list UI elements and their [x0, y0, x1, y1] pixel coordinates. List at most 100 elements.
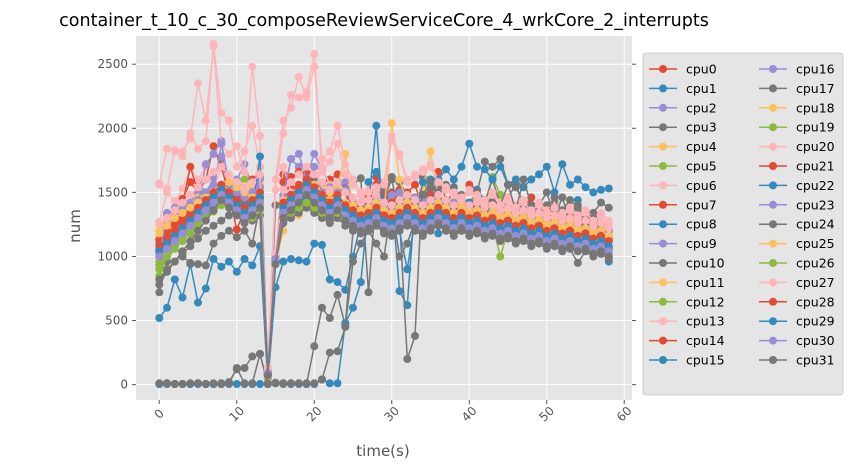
data-point	[201, 216, 210, 225]
data-point	[411, 224, 419, 233]
y-tick-label: 2500	[97, 57, 128, 71]
data-point	[170, 206, 179, 215]
data-point	[387, 229, 396, 238]
data-point	[465, 229, 474, 238]
data-point	[542, 214, 551, 222]
legend-swatch-marker	[769, 317, 777, 326]
legend-item-cpu31: cpu31	[759, 353, 835, 368]
data-point	[333, 278, 342, 287]
data-point	[178, 293, 187, 302]
data-point	[418, 201, 427, 210]
legend-item-cpu21: cpu21	[759, 159, 835, 174]
legend-label: cpu17	[796, 81, 835, 96]
legend-swatch-marker	[769, 181, 777, 190]
legend-swatch-marker	[769, 239, 777, 248]
data-point	[155, 229, 164, 238]
data-point	[194, 260, 202, 269]
y-tick-label: 1000	[97, 249, 128, 263]
data-point	[527, 175, 536, 184]
data-point	[209, 255, 218, 263]
data-point	[186, 162, 195, 171]
data-point	[387, 137, 396, 146]
data-point	[581, 208, 590, 217]
data-point	[333, 121, 342, 130]
data-point	[163, 221, 171, 230]
data-point	[225, 257, 233, 266]
legend-swatch-marker	[769, 336, 777, 345]
data-point	[209, 379, 218, 388]
data-point	[232, 225, 241, 234]
data-point	[178, 147, 187, 156]
data-point	[325, 275, 334, 284]
legend-item-cpu0: cpu0	[649, 62, 717, 77]
data-point	[442, 185, 450, 194]
data-point	[186, 229, 195, 238]
data-point	[178, 229, 187, 238]
data-point	[294, 170, 303, 179]
x-tick-label: 40	[459, 404, 480, 425]
data-point	[372, 239, 381, 248]
data-point	[318, 178, 326, 187]
data-point	[496, 206, 505, 215]
legend-label: cpu10	[686, 256, 725, 271]
data-point	[380, 252, 388, 261]
data-point	[170, 197, 179, 206]
data-point	[426, 162, 435, 171]
data-point	[473, 226, 481, 235]
data-point	[403, 355, 412, 363]
data-point	[194, 298, 202, 307]
data-point	[395, 252, 404, 261]
data-point	[302, 379, 311, 388]
data-point	[426, 178, 435, 187]
data-point	[511, 237, 520, 246]
legend-swatch-marker	[769, 200, 777, 209]
legend-swatch-marker	[769, 259, 777, 267]
series-layer	[155, 39, 613, 388]
data-point	[395, 196, 404, 205]
legend-item-cpu16: cpu16	[759, 62, 835, 77]
data-point	[418, 167, 427, 176]
data-point	[395, 152, 404, 161]
data-point	[542, 162, 551, 171]
data-point	[248, 211, 257, 220]
data-point	[333, 379, 342, 388]
legend-swatch-marker	[659, 259, 667, 267]
data-point	[527, 211, 536, 220]
data-point	[364, 196, 373, 205]
data-point	[186, 258, 195, 267]
data-point	[170, 257, 179, 266]
data-point	[225, 203, 233, 212]
legend-swatch-marker	[659, 239, 667, 248]
data-point	[566, 196, 574, 205]
data-point	[279, 129, 288, 138]
data-point	[457, 196, 466, 205]
legend-label: cpu11	[686, 275, 725, 290]
data-point	[163, 184, 171, 193]
data-point	[248, 121, 257, 130]
data-point	[225, 379, 233, 388]
data-point	[387, 175, 396, 184]
legend-label: cpu28	[796, 294, 835, 309]
data-point	[349, 193, 357, 202]
data-point	[209, 149, 218, 158]
data-point	[333, 206, 342, 215]
data-point	[225, 226, 233, 235]
data-point	[232, 142, 241, 151]
data-point	[163, 244, 171, 253]
data-point	[225, 170, 233, 179]
legend-item-cpu13: cpu13	[649, 314, 725, 329]
legend-label: cpu7	[686, 197, 717, 212]
legend-label: cpu8	[686, 217, 717, 232]
data-point	[356, 278, 365, 287]
data-point	[496, 252, 505, 261]
data-point	[511, 208, 520, 217]
legend-swatch-marker	[659, 220, 667, 229]
data-point	[217, 162, 226, 171]
legend-item-cpu6: cpu6	[649, 178, 717, 193]
data-point	[426, 224, 435, 233]
data-point	[364, 288, 373, 297]
data-point	[535, 237, 543, 246]
data-point	[194, 183, 202, 192]
data-point	[194, 79, 202, 88]
